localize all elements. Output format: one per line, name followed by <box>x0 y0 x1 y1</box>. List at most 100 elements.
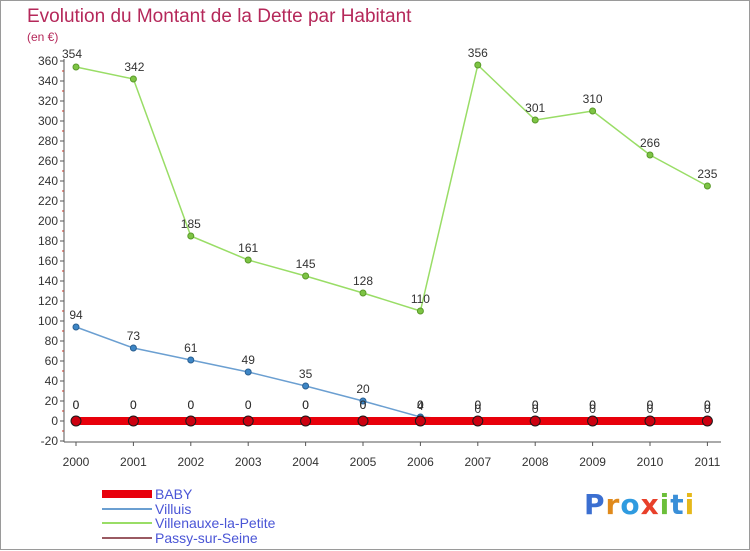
data-label-passy-sur-seine: 0 <box>187 398 194 412</box>
logo-letter: P <box>584 488 606 521</box>
y-tick-label: 0 <box>51 414 58 428</box>
data-point-villenauxe-la-petite <box>416 307 424 315</box>
y-tick-label: 20 <box>45 394 59 408</box>
data-label-villenauxe-la-petite: 185 <box>181 217 201 231</box>
data-point-baby <box>472 415 484 427</box>
data-label-passy-sur-seine: 0 <box>130 398 137 412</box>
data-point-villenauxe-la-petite <box>129 75 137 83</box>
data-label-baby: 0 <box>704 398 711 412</box>
logo-letter: t <box>670 488 685 521</box>
y-tick-label: 40 <box>45 374 59 388</box>
x-tick-label: 2010 <box>637 455 664 469</box>
data-label-villuis: 49 <box>242 353 256 367</box>
y-tick-label: 320 <box>38 94 58 108</box>
legend-item-villenauxe: Villenauxe-la-Petite <box>102 515 362 531</box>
y-tick-label: 120 <box>38 294 58 308</box>
y-tick-label: 360 <box>38 54 58 68</box>
legend-item-baby: BABY <box>102 486 362 502</box>
logo-letter: i <box>684 488 696 521</box>
data-label-passy-sur-seine: 0 <box>704 398 711 412</box>
x-tick-label: 2006 <box>407 455 434 469</box>
data-label-baby: 0 <box>589 398 596 412</box>
logo-letter: r <box>605 488 621 521</box>
data-label-villuis: 20 <box>356 382 370 396</box>
data-label-passy-sur-seine: 0 <box>417 398 424 412</box>
legend-label-villuis: Villuis <box>155 500 192 517</box>
data-point-villuis <box>244 368 252 376</box>
axes: -200204060801001201401601802002202402602… <box>38 54 721 469</box>
data-point-baby <box>185 415 197 427</box>
data-label-villenauxe-la-petite: 110 <box>411 292 430 306</box>
data-point-baby <box>357 415 369 427</box>
data-point-baby <box>242 415 254 427</box>
y-tick-label: 80 <box>45 334 59 348</box>
data-label-baby: 0 <box>245 398 252 412</box>
legend-label-villenauxe: Villenauxe-la-Petite <box>155 515 276 531</box>
data-label-passy-sur-seine: 0 <box>532 398 539 412</box>
data-label-villuis: 94 <box>69 308 83 322</box>
data-label-villenauxe-la-petite: 301 <box>525 101 545 115</box>
x-tick-label: 2011 <box>694 455 720 469</box>
data-label-villenauxe-la-petite: 235 <box>697 167 717 181</box>
legend-swatch-villuis <box>102 507 152 510</box>
data-label-villuis: 0 <box>647 402 654 416</box>
y-tick-label: 160 <box>38 254 58 268</box>
logo-letter: i <box>659 488 671 521</box>
data-label-baby: 0 <box>187 398 194 412</box>
data-point-villenauxe-la-petite <box>646 151 654 159</box>
data-point-villenauxe-la-petite <box>302 272 310 280</box>
data-label-villuis: 61 <box>184 341 198 355</box>
data-point-villenauxe-la-petite <box>703 182 711 190</box>
proxiti-logo: Proxiti <box>584 488 695 521</box>
x-tick-label: 2001 <box>120 455 147 469</box>
legend-label-passy: Passy-sur-Seine <box>155 529 258 546</box>
y-tick-label: 300 <box>38 114 58 128</box>
y-tick-label: 200 <box>38 214 58 228</box>
x-tick-label: 2002 <box>177 455 204 469</box>
data-point-baby <box>644 415 656 427</box>
x-tick-label: 2000 <box>63 455 90 469</box>
data-label-baby: 0 <box>130 398 137 412</box>
data-point-villenauxe-la-petite <box>359 289 367 297</box>
data-label-villenauxe-la-petite: 145 <box>296 257 316 271</box>
data-label-baby: 0 <box>647 398 654 412</box>
unit-label: (en €) <box>27 30 59 44</box>
y-tick-label: 140 <box>38 274 58 288</box>
data-label-baby: 0 <box>474 398 481 412</box>
legend-swatch-baby <box>102 490 152 498</box>
data-point-villenauxe-la-petite <box>589 107 597 115</box>
x-tick-label: 2007 <box>464 455 491 469</box>
data-point-villuis <box>302 382 310 390</box>
legend-item-villuis: Villuis <box>102 500 362 517</box>
data-label-baby: 0 <box>532 398 539 412</box>
y-tick-label: 340 <box>38 74 58 88</box>
data-point-baby <box>529 415 541 427</box>
data-label-baby: 0 <box>73 398 80 412</box>
x-tick-label: 2003 <box>235 455 262 469</box>
data-label-passy-sur-seine: 0 <box>589 398 596 412</box>
data-label-villuis: 73 <box>127 329 141 343</box>
x-tick-label: 2005 <box>350 455 377 469</box>
series-line-villenauxe-la-petite <box>75 64 708 312</box>
data-point-baby <box>701 415 713 427</box>
legend-item-passy: Passy-sur-Seine <box>102 529 362 546</box>
y-tick-label: 60 <box>45 354 59 368</box>
data-label-passy-sur-seine: 0 <box>474 398 481 412</box>
x-tick-label: 2008 <box>522 455 549 469</box>
data-label-villenauxe-la-petite: 128 <box>353 274 373 288</box>
legend-swatch-villenauxe <box>102 522 152 524</box>
data-label-passy-sur-seine: 0 <box>302 398 309 412</box>
data-label-villenauxe-la-petite: 342 <box>124 60 144 74</box>
data-point-villuis <box>72 323 80 331</box>
data-point-villuis <box>359 397 367 405</box>
data-label-villuis: 0 <box>474 402 481 416</box>
logo-letter: o <box>620 488 641 521</box>
data-label-passy-sur-seine: 0 <box>360 398 367 412</box>
data-label-baby: 0 <box>302 398 309 412</box>
data-label-villuis: 0 <box>589 402 596 416</box>
data-point-baby <box>414 415 426 427</box>
series-line-villuis <box>75 326 708 422</box>
